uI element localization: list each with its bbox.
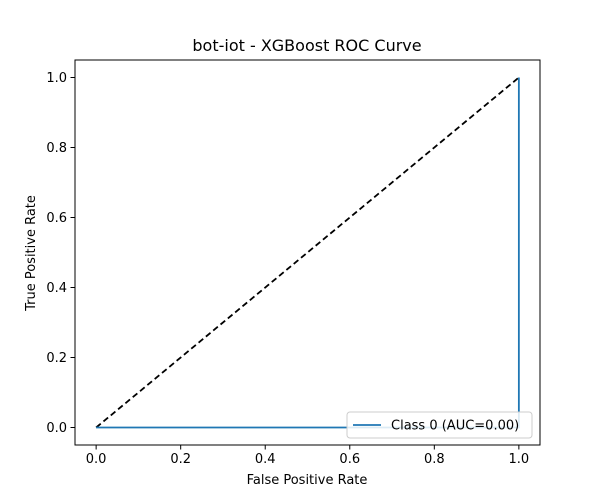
x-tick-label: 1.0: [509, 452, 530, 467]
x-axis: 0.0 0.2 0.4 0.6 0.8 1.0: [86, 445, 529, 467]
y-axis-label: True Positive Rate: [24, 195, 39, 312]
y-tick-label: 0.2: [46, 351, 67, 366]
y-tick-label: 0.8: [46, 141, 67, 156]
legend-box: [346, 411, 533, 439]
x-tick-label: 0.2: [170, 452, 191, 467]
chart-title: bot-iot - XGBoost ROC Curve: [192, 36, 421, 55]
y-tick-label: 1.0: [46, 71, 67, 86]
x-axis-label: False Positive Rate: [247, 473, 368, 488]
y-tick-label: 0.6: [46, 211, 67, 226]
plot-frame: [74, 59, 541, 446]
y-tick-label: 0.0: [46, 421, 67, 436]
y-axis: 0.0 0.2 0.4 0.6 0.8 1.0: [46, 71, 75, 436]
y-tick-label: 0.4: [46, 281, 67, 296]
x-tick-label: 0.0: [86, 452, 107, 467]
legend-label: Class 0 (AUC=0.00): [391, 419, 519, 434]
reference-diagonal-line: [95, 76, 520, 429]
x-tick-label: 0.8: [424, 452, 445, 467]
x-tick-label: 0.4: [255, 452, 276, 467]
legend: Class 0 (AUC=0.00): [346, 411, 533, 439]
x-tick-label: 0.6: [339, 452, 360, 467]
